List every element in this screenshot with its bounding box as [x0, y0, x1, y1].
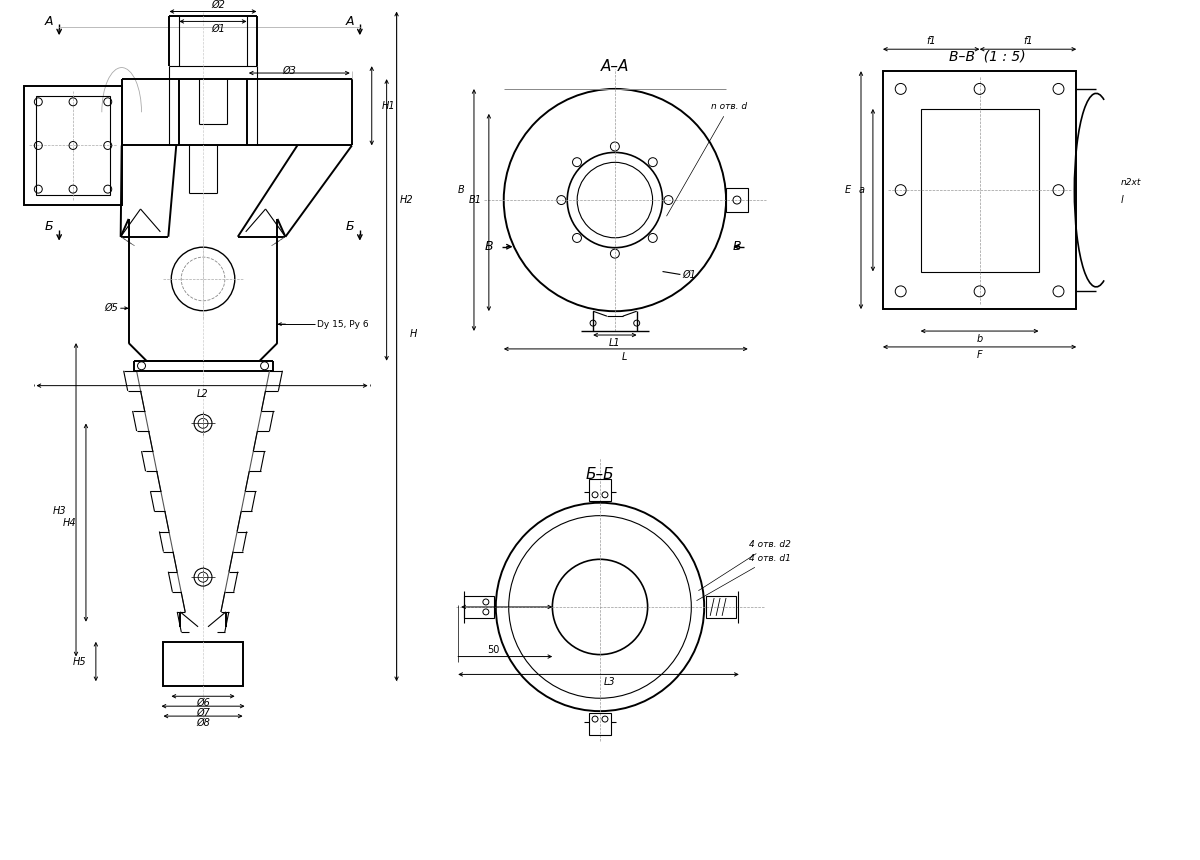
Text: В–В  (1 : 5): В–В (1 : 5): [949, 49, 1025, 63]
Text: b: b: [977, 334, 983, 344]
Text: B: B: [733, 240, 742, 253]
Text: Б: Б: [346, 220, 354, 233]
Bar: [589, 479, 611, 501]
Bar: [24, 86, 121, 205]
Text: Ø5: Ø5: [104, 304, 119, 313]
Text: B1: B1: [469, 195, 482, 205]
Text: E: E: [845, 185, 851, 195]
Text: А: А: [346, 15, 354, 28]
Text: B: B: [457, 185, 464, 195]
Text: H: H: [409, 329, 416, 339]
Text: a: a: [859, 185, 865, 195]
Text: Ø1: Ø1: [683, 269, 696, 280]
Text: Ø2: Ø2: [211, 0, 224, 9]
Text: l: l: [1121, 195, 1123, 205]
Text: 50: 50: [487, 645, 500, 654]
Text: L: L: [622, 352, 628, 362]
Text: Ø3: Ø3: [282, 66, 296, 76]
Text: L3: L3: [604, 678, 616, 687]
Text: H4: H4: [62, 518, 76, 527]
Text: Ø7: Ø7: [196, 708, 210, 718]
Text: Ø1: Ø1: [211, 23, 224, 34]
Text: H5: H5: [72, 656, 86, 667]
Text: L1: L1: [610, 338, 620, 348]
Bar: [589, 713, 611, 735]
Text: Dy 15, Ру 6: Dy 15, Ру 6: [317, 320, 368, 329]
Text: n2xt: n2xt: [1121, 178, 1141, 187]
Bar: [464, 596, 494, 617]
Bar: [706, 596, 736, 617]
Bar: [920, 108, 1039, 272]
Bar: [726, 188, 748, 212]
Text: Б: Б: [44, 220, 54, 233]
Text: f1: f1: [926, 36, 936, 46]
Text: f1: f1: [1024, 36, 1033, 46]
Bar: [36, 95, 109, 195]
Text: Ø8: Ø8: [196, 718, 210, 728]
Bar: [883, 71, 1076, 310]
Text: 4 отв. d1: 4 отв. d1: [697, 555, 791, 600]
Text: F: F: [977, 350, 983, 359]
Text: H3: H3: [53, 507, 66, 516]
Text: L2: L2: [197, 389, 209, 398]
Text: B: B: [485, 240, 493, 253]
Text: 4 отв. d2: 4 отв. d2: [698, 540, 791, 591]
Text: H1: H1: [382, 101, 395, 111]
Text: n отв. d: n отв. d: [667, 102, 748, 216]
Text: Б–Б: Б–Б: [586, 468, 614, 482]
Text: H2: H2: [400, 195, 413, 205]
Bar: [163, 642, 242, 686]
Text: А–А: А–А: [601, 58, 629, 74]
Text: А: А: [44, 15, 54, 28]
Text: Ø6: Ø6: [196, 698, 210, 708]
